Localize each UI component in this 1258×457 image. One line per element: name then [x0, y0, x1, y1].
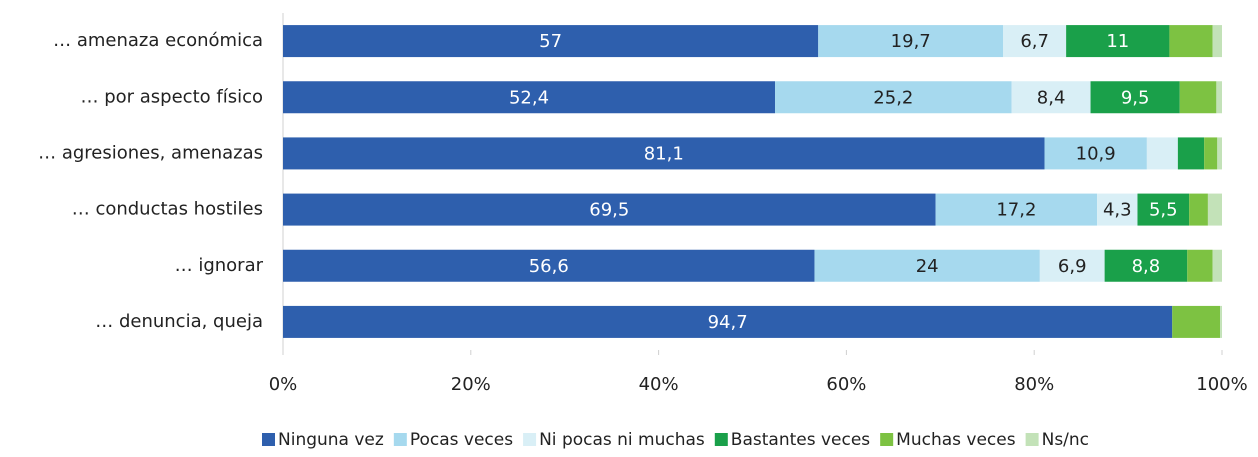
data-label: 11	[1106, 31, 1129, 52]
legend-swatch	[714, 433, 728, 446]
data-label: 10,9	[1076, 143, 1116, 164]
category-label: … conductas hostiles	[72, 199, 263, 220]
legend-label: Ni pocas ni muchas	[539, 430, 705, 450]
legend-label: Pocas veces	[410, 430, 513, 450]
bar-segment	[1097, 193, 1138, 226]
legend-label: Ninguna vez	[278, 430, 384, 450]
bar-segment	[1104, 249, 1188, 282]
data-label: 56,6	[529, 256, 569, 277]
data-label: 24	[916, 256, 939, 277]
bar-segment	[283, 193, 936, 226]
x-tick-label: 60%	[826, 374, 866, 395]
data-label: 8,4	[1037, 87, 1066, 108]
data-label: 57	[539, 31, 562, 52]
legend-swatch	[880, 433, 894, 446]
bar-segment	[1137, 193, 1190, 226]
legend-swatch	[523, 433, 537, 446]
bar-segment	[1187, 249, 1213, 282]
bar-segment	[1212, 249, 1222, 282]
bar-segment	[1216, 81, 1222, 114]
data-label: 4,3	[1103, 200, 1132, 221]
data-label: 6,7	[1020, 31, 1049, 52]
bar-segment	[1179, 81, 1217, 114]
bar-segment	[1172, 305, 1221, 338]
category-label: … amenaza económica	[53, 30, 263, 51]
bar-segment	[1011, 81, 1091, 114]
legend-swatch	[262, 433, 275, 446]
category-label: … por aspecto físico	[80, 86, 263, 107]
bar-segment	[1090, 81, 1180, 114]
data-label: 17,2	[996, 200, 1036, 221]
legend-swatch	[1025, 433, 1039, 446]
bar-segment	[1207, 193, 1222, 226]
legend-label: Ns/nc	[1042, 430, 1089, 450]
data-label: 81,1	[644, 143, 684, 164]
x-tick-label: 80%	[1014, 374, 1054, 395]
bar-segment	[1039, 249, 1105, 282]
data-label: 94,7	[708, 312, 748, 333]
x-tick-label: 20%	[451, 374, 491, 395]
bar-segment	[283, 81, 776, 114]
bar-segment	[1212, 25, 1222, 58]
data-label: 5,5	[1149, 200, 1178, 221]
legend-label: Muchas veces	[896, 430, 1016, 450]
data-label: 8,8	[1132, 256, 1161, 277]
bar-segment	[775, 81, 1012, 114]
data-label: 9,5	[1121, 87, 1150, 108]
category-label: … denuncia, queja	[95, 311, 263, 332]
bar-segment	[814, 249, 1040, 282]
bar-segment	[1189, 193, 1208, 226]
bar-segment	[1066, 25, 1170, 58]
bar-segment	[1044, 137, 1147, 170]
category-label: … ignorar	[175, 255, 264, 276]
bar-segment	[1003, 25, 1067, 58]
bar-segment	[1146, 137, 1178, 170]
legend-swatch	[393, 433, 407, 446]
x-tick-label: 100%	[1196, 374, 1247, 395]
data-label: 25,2	[873, 87, 913, 108]
bar-segment	[935, 193, 1098, 226]
category-label: … agresiones, amenazas	[38, 142, 263, 163]
data-label: 19,7	[891, 31, 931, 52]
data-label: 52,4	[509, 87, 549, 108]
legend-label: Bastantes veces	[731, 430, 871, 450]
x-tick-label: 0%	[269, 374, 298, 395]
data-label: 69,5	[589, 200, 629, 221]
bar-segment	[1177, 137, 1205, 170]
x-tick-label: 40%	[639, 374, 679, 395]
data-label: 6,9	[1058, 256, 1087, 277]
bar-segment	[283, 249, 815, 282]
bar-segment	[283, 305, 1173, 338]
bar-segment	[1217, 137, 1222, 170]
bar-segment	[283, 25, 819, 58]
bar-segment	[1169, 25, 1213, 58]
bar-segment	[818, 25, 1004, 58]
bar-segment	[1220, 305, 1222, 338]
bar-segment	[1204, 137, 1218, 170]
bar-segment	[283, 137, 1045, 170]
